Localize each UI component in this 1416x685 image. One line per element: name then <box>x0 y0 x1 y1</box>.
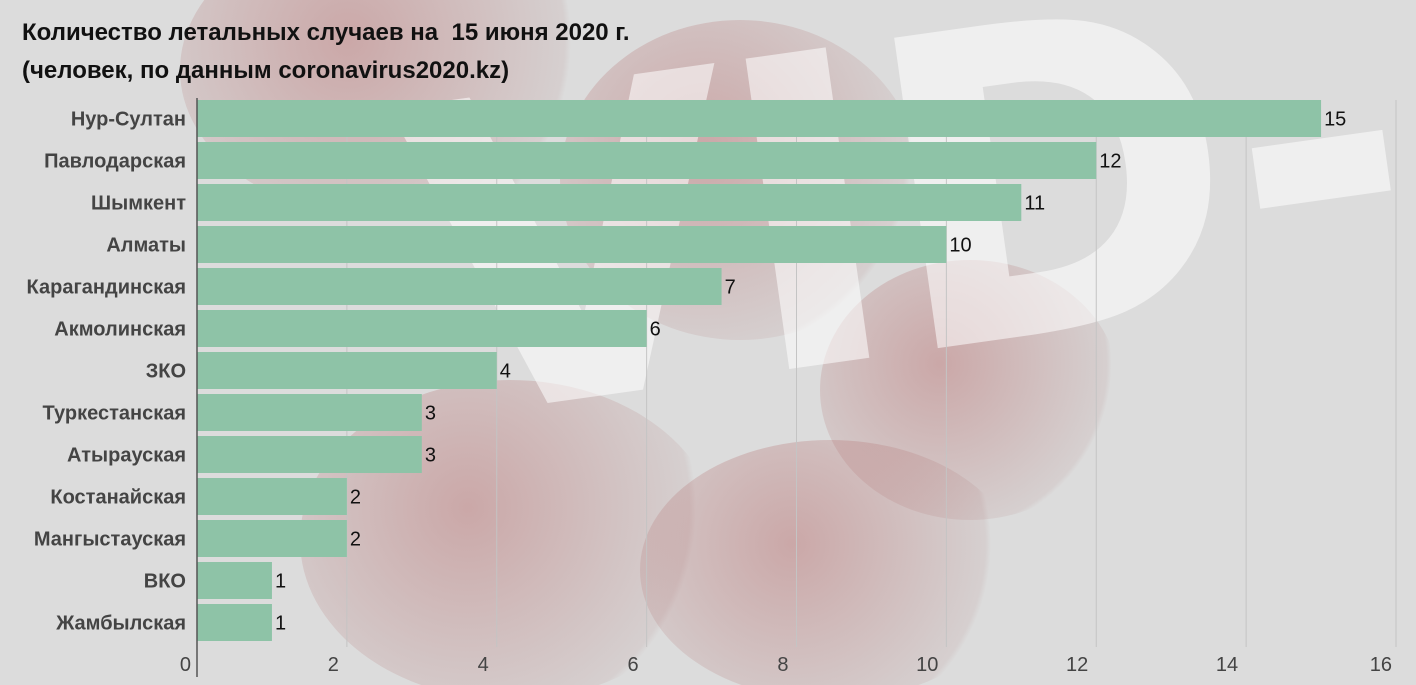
category-label: Алматы <box>106 235 186 257</box>
value-label: 1 <box>275 613 286 635</box>
bar <box>197 226 947 263</box>
value-label: 11 <box>1024 193 1045 215</box>
value-label: 15 <box>1324 109 1346 131</box>
bar <box>197 436 422 473</box>
category-label: ВКО <box>144 571 186 593</box>
bar <box>197 100 1322 137</box>
x-tick-label: 16 <box>1370 654 1392 676</box>
category-label: Мангыстауская <box>34 529 186 551</box>
category-label: Павлодарская <box>44 151 186 173</box>
value-label: 4 <box>500 361 511 383</box>
x-tick-label: 4 <box>478 654 489 676</box>
bar <box>197 352 497 389</box>
category-label: Акмолинская <box>54 319 186 341</box>
bar <box>197 394 422 431</box>
bar <box>197 478 347 515</box>
value-label: 7 <box>725 277 736 299</box>
value-label: 1 <box>275 571 286 593</box>
category-label: Нур-Султан <box>71 109 186 131</box>
value-label: 2 <box>350 529 361 551</box>
x-tick-label: 10 <box>916 654 938 676</box>
x-tick-label: 14 <box>1216 654 1238 676</box>
bar <box>197 310 647 347</box>
category-label: Туркестанская <box>43 403 186 425</box>
category-label: Атырауская <box>67 445 186 467</box>
value-label: 2 <box>350 487 361 509</box>
value-label: 3 <box>425 403 436 425</box>
category-label: Карагандинская <box>27 277 186 299</box>
x-tick-label: 8 <box>777 654 788 676</box>
value-label: 6 <box>650 319 661 341</box>
x-tick-label: 2 <box>328 654 339 676</box>
x-tick-label: 12 <box>1066 654 1088 676</box>
value-label: 10 <box>949 235 971 257</box>
bar <box>197 604 272 641</box>
chart-title: Количество летальных случаев на 15 июня … <box>22 14 630 90</box>
x-tick-label: 0 <box>180 654 191 676</box>
value-label: 3 <box>425 445 436 467</box>
value-label: 12 <box>1099 151 1121 173</box>
bar <box>197 520 347 557</box>
bar <box>197 268 722 305</box>
bar <box>197 142 1097 179</box>
x-tick-label: 6 <box>628 654 639 676</box>
chart-title-line-1: Количество летальных случаев на 15 июня … <box>22 19 630 46</box>
category-label: Шымкент <box>91 193 186 215</box>
chart-title-line-2: (человек, по данным coronavirus2020.kz) <box>22 57 510 84</box>
category-label: Жамбылская <box>55 613 186 635</box>
bar <box>197 562 272 599</box>
bar <box>197 184 1022 221</box>
category-label: Костанайская <box>50 487 186 509</box>
category-label: ЗКО <box>146 361 186 383</box>
